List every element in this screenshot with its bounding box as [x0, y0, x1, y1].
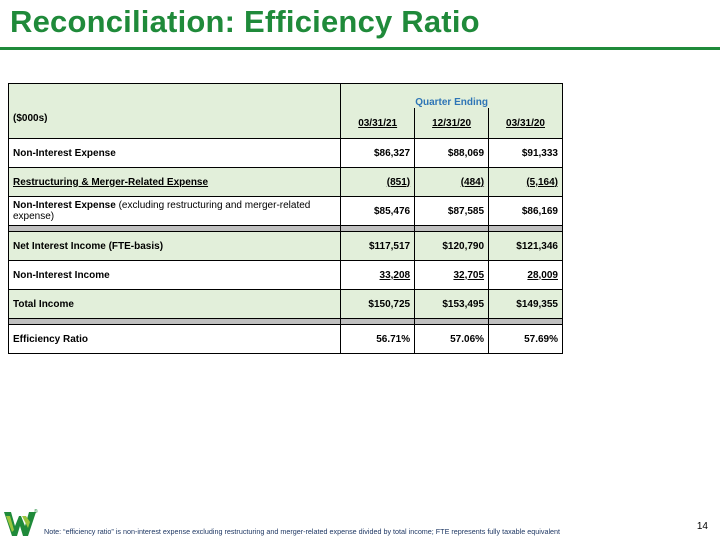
quarter-ending-header: Quarter Ending [340, 83, 563, 108]
cell-value: 28,009 [488, 260, 563, 290]
row-label: Total Income [7, 289, 342, 319]
unit-label-cell: ($000s) [7, 83, 342, 139]
cell-value: 33,208 [340, 260, 416, 290]
cell-value: 56.71% [340, 324, 416, 354]
footnote: Note: “efficiency ratio” is non-interest… [44, 527, 561, 536]
cell-value: $149,355 [488, 289, 563, 319]
cell-value: 32,705 [414, 260, 490, 290]
row-label: Non-Interest Income [7, 260, 342, 290]
registered-mark: ® [34, 509, 38, 515]
column-header-date: 03/31/21 [340, 108, 416, 139]
cell-value: 57.06% [414, 324, 490, 354]
efficiency-ratio-table: ($000s) Quarter Ending 03/31/21 12/31/20… [7, 83, 563, 354]
unit-label: ($000s) [13, 112, 48, 124]
cell-value: 57.69% [488, 324, 563, 354]
table-row: Efficiency Ratio 56.71% 57.06% 57.69% [7, 324, 563, 354]
row-label: Non-Interest Expense [7, 138, 342, 168]
cell-value: $91,333 [488, 138, 563, 168]
cell-value: $117,517 [340, 231, 416, 261]
cell-value: $85,476 [340, 196, 416, 226]
cell-value: $153,495 [414, 289, 490, 319]
cell-value: (484) [414, 167, 490, 197]
table-row: Non-Interest Income 33,208 32,705 28,009 [7, 260, 563, 290]
cell-value: $87,585 [414, 196, 490, 226]
cell-value: $150,725 [340, 289, 416, 319]
cell-value: $86,169 [488, 196, 563, 226]
cell-value: $86,327 [340, 138, 416, 168]
cell-value: $88,069 [414, 138, 490, 168]
brand-w-logo-icon [4, 508, 36, 543]
table-row: Non-Interest Expense $86,327 $88,069 $91… [7, 138, 563, 168]
table-row: Net Interest Income (FTE-basis) $117,517… [7, 231, 563, 261]
column-header-date: 12/31/20 [414, 108, 490, 139]
page-title: Reconciliation: Efficiency Ratio [10, 4, 480, 39]
cell-value: $121,346 [488, 231, 563, 261]
cell-value: (851) [340, 167, 416, 197]
cell-value: $120,790 [414, 231, 490, 261]
row-label: Restructuring & Merger-Related Expense [7, 167, 342, 197]
page-number: 14 [696, 521, 708, 532]
table-row: Non-Interest Expense (excluding restruct… [7, 196, 563, 226]
column-header-date: 03/31/20 [488, 108, 563, 139]
title-underline [0, 47, 720, 50]
row-label: Efficiency Ratio [7, 324, 342, 354]
table-row: Total Income $150,725 $153,495 $149,355 [7, 289, 563, 319]
row-label: Net Interest Income (FTE-basis) [7, 231, 342, 261]
row-label: Non-Interest Expense (excluding restruct… [7, 196, 342, 226]
cell-value: (5,164) [488, 167, 563, 197]
table-row: Restructuring & Merger-Related Expense (… [7, 167, 563, 197]
